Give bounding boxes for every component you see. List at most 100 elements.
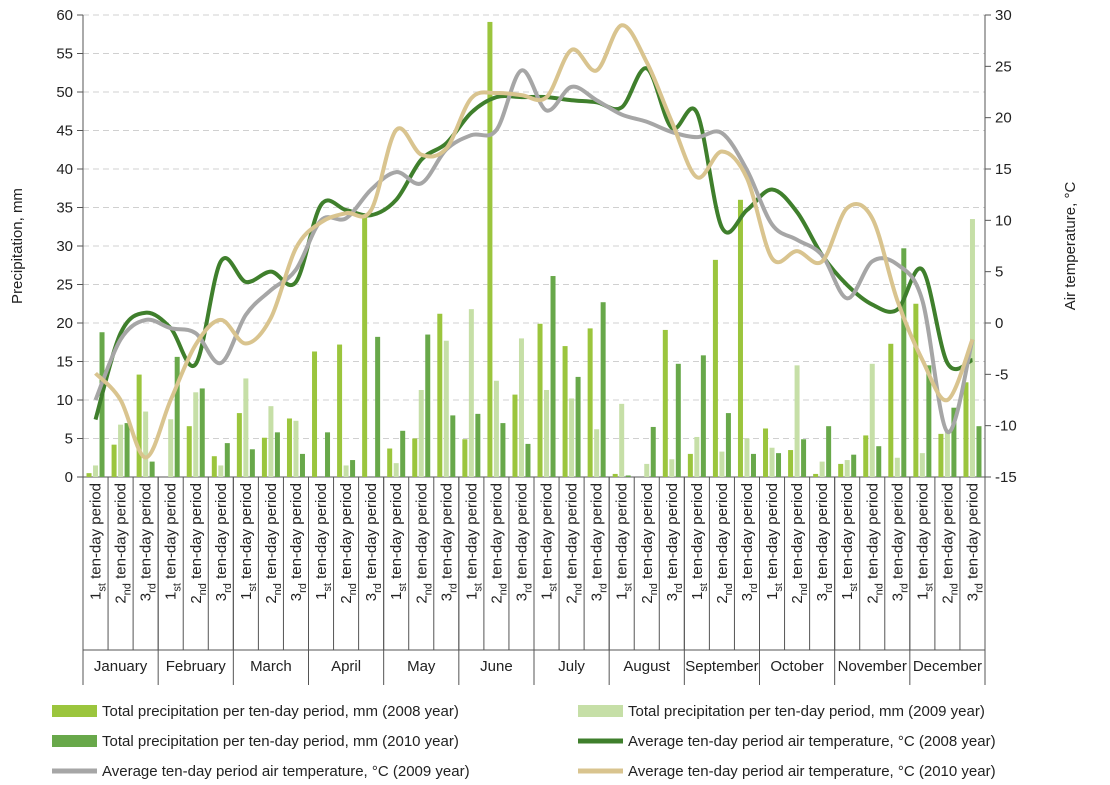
bar bbox=[186, 426, 192, 477]
bar bbox=[393, 463, 399, 477]
bar bbox=[612, 473, 618, 477]
x-tick-label: 1st ten-day period bbox=[463, 483, 484, 600]
x-tick-label: 2nd ten-day period bbox=[413, 483, 434, 604]
bar bbox=[86, 473, 92, 477]
bar bbox=[594, 429, 600, 477]
x-tick-label: 1st ten-day period bbox=[539, 483, 560, 600]
bar bbox=[418, 389, 424, 477]
x-tick-label: 1st ten-day period bbox=[388, 483, 409, 600]
y2-tick-label: 15 bbox=[995, 161, 1012, 178]
y2-tick-label: -5 bbox=[995, 366, 1008, 383]
bar bbox=[174, 356, 180, 477]
y2-tick-label: 30 bbox=[995, 7, 1012, 24]
bar bbox=[750, 453, 756, 477]
bar bbox=[512, 394, 518, 477]
legend-swatch bbox=[578, 705, 623, 717]
bar bbox=[450, 415, 456, 477]
x-tick-label: 1st ten-day period bbox=[238, 483, 259, 600]
y-tick-label: 10 bbox=[56, 392, 73, 409]
legend-label: Average ten-day period air temperature, … bbox=[628, 763, 996, 780]
bar bbox=[650, 426, 656, 477]
x-tick-label: 1st ten-day period bbox=[313, 483, 334, 600]
legend-swatch bbox=[52, 705, 97, 717]
bar bbox=[350, 460, 356, 477]
bar bbox=[437, 313, 443, 477]
bar bbox=[118, 424, 124, 477]
x-tick-label: 3rd ten-day period bbox=[739, 483, 760, 601]
bar bbox=[675, 363, 681, 477]
legend-label: Total precipitation per ten-day period, … bbox=[102, 703, 459, 720]
bar bbox=[562, 346, 568, 477]
bar bbox=[218, 465, 224, 477]
bar bbox=[487, 21, 493, 478]
bar bbox=[788, 450, 794, 477]
bar bbox=[500, 423, 506, 477]
bar bbox=[325, 432, 331, 477]
bar bbox=[813, 473, 819, 477]
month-label: May bbox=[407, 658, 436, 675]
y2-tick-label: 20 bbox=[995, 110, 1012, 127]
bar bbox=[926, 365, 932, 477]
bar bbox=[343, 465, 349, 477]
bar bbox=[475, 413, 481, 477]
bar bbox=[951, 407, 957, 477]
y-axis-title: Precipitation, mm bbox=[9, 188, 26, 304]
x-tick-label: 2nd ten-day period bbox=[939, 483, 960, 604]
bar bbox=[938, 433, 944, 477]
x-tick-label: 3rd ten-day period bbox=[889, 483, 910, 601]
bar bbox=[769, 447, 775, 477]
bar bbox=[199, 388, 205, 477]
bar bbox=[299, 453, 305, 477]
legend-swatch bbox=[52, 735, 97, 747]
bar bbox=[669, 459, 675, 477]
bar bbox=[587, 328, 593, 477]
y-tick-label: 45 bbox=[56, 123, 73, 140]
y-tick-label: 15 bbox=[56, 354, 73, 371]
bar bbox=[286, 418, 292, 477]
bar bbox=[518, 338, 524, 477]
bar bbox=[375, 336, 381, 477]
x-tick-label: 2nd ten-day period bbox=[488, 483, 509, 604]
bar bbox=[143, 411, 149, 477]
x-tick-label: 2nd ten-day period bbox=[113, 483, 134, 604]
bar bbox=[124, 423, 130, 477]
line bbox=[93, 66, 974, 421]
legend-label: Total precipitation per ten-day period, … bbox=[102, 733, 459, 750]
month-label: April bbox=[331, 658, 361, 675]
x-tick-label: 1st ten-day period bbox=[839, 483, 860, 600]
bar bbox=[168, 419, 174, 477]
y-tick-label: 40 bbox=[56, 161, 73, 178]
bar bbox=[763, 428, 769, 477]
bar bbox=[224, 443, 230, 477]
y-tick-label: 50 bbox=[56, 84, 73, 101]
bar bbox=[919, 453, 925, 477]
month-label: August bbox=[623, 658, 671, 675]
bar bbox=[644, 463, 650, 477]
bar bbox=[625, 475, 631, 477]
legend-label: Average ten-day period air temperature, … bbox=[102, 763, 470, 780]
bar bbox=[443, 340, 449, 477]
x-tick-label: 3rd ten-day period bbox=[438, 483, 459, 601]
x-tick-label: 1st ten-day period bbox=[614, 483, 635, 600]
x-tick-label: 3rd ten-day period bbox=[589, 483, 610, 601]
bar bbox=[111, 444, 117, 477]
month-label: January bbox=[94, 658, 148, 675]
line bbox=[93, 68, 975, 434]
bar bbox=[826, 426, 832, 477]
month-label: October bbox=[770, 658, 823, 675]
bar bbox=[737, 199, 743, 478]
bar bbox=[274, 432, 280, 477]
x-tick-label: 2nd ten-day period bbox=[714, 483, 735, 604]
bar bbox=[93, 465, 99, 477]
y2-tick-label: -15 bbox=[995, 469, 1017, 486]
bar bbox=[719, 451, 725, 477]
month-label: September bbox=[685, 658, 758, 675]
bar bbox=[412, 438, 418, 477]
bar bbox=[243, 378, 249, 477]
x-tick-label: 2nd ten-day period bbox=[338, 483, 359, 604]
bar bbox=[493, 380, 499, 477]
x-tick-label: 3rd ten-day period bbox=[814, 483, 835, 601]
bar bbox=[149, 461, 155, 477]
x-tick-label: 1st ten-day period bbox=[689, 483, 710, 600]
bar bbox=[468, 309, 474, 477]
